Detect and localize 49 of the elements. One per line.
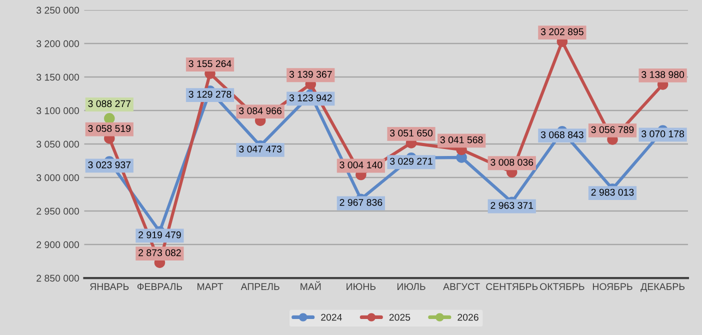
x-tick-label: ФЕВРАЛЬ — [137, 283, 182, 290]
legend-label: 2024 — [321, 314, 342, 321]
x-tick-label: МАЙ — [300, 281, 321, 290]
y-tick-label: 3 200 000 — [36, 40, 80, 48]
data-label: 3 155 264 — [188, 60, 232, 68]
y-tick-label: 3 150 000 — [36, 74, 80, 81]
data-label: 3 138 980 — [642, 71, 684, 78]
data-label: 3 084 966 — [239, 107, 282, 114]
data-label: 2 967 836 — [340, 198, 382, 206]
x-tick-label: СЕНТЯБРЬ — [486, 283, 538, 290]
y-tick-label: 2 900 000 — [36, 241, 80, 248]
data-label: 3 056 789 — [591, 126, 634, 134]
data-label: 3 070 178 — [642, 130, 684, 138]
data-label: 3 123 942 — [289, 94, 332, 102]
data-label: 3 068 843 — [540, 131, 584, 138]
data-label: 2 873 082 — [138, 249, 181, 256]
legend-label: 2025 — [389, 314, 410, 321]
data-label: 3 088 277 — [88, 100, 131, 108]
data-label: 3 047 473 — [239, 146, 282, 153]
y-tick-label: 3 100 000 — [36, 107, 80, 114]
x-tick-label: АВГУСТ — [443, 283, 480, 290]
x-tick-label: ЯНВАРЬ — [90, 283, 129, 290]
x-tick-label: ИЮНЬ — [346, 283, 376, 290]
data-label: 3 029 271 — [390, 158, 432, 165]
data-label: 3 041 568 — [440, 136, 483, 144]
x-tick-label: ДЕКАБРЬ — [640, 283, 685, 292]
data-label: 2 963 371 — [490, 202, 534, 209]
data-label: 3 004 140 — [340, 161, 382, 168]
x-tick-label: МАРТ — [198, 283, 224, 290]
data-label: 3 051 650 — [390, 130, 433, 137]
x-tick-label: АПРЕЛЬ — [240, 283, 280, 290]
data-label: 3 202 895 — [540, 28, 584, 36]
data-label: 3 008 036 — [490, 158, 534, 166]
data-label: 2 919 479 — [138, 231, 181, 238]
point — [104, 113, 115, 124]
data-label: 2 983 013 — [591, 188, 634, 196]
legend-label: 2026 — [458, 314, 478, 321]
y-tick-label: 2 950 000 — [36, 208, 80, 215]
data-label: 3 023 937 — [88, 161, 131, 168]
y-tick-label: 3 000 000 — [36, 174, 80, 182]
x-tick-label: НОЯБРЬ — [592, 283, 632, 290]
data-label: 3 129 278 — [188, 90, 232, 98]
x-tick-label: ИЮЛЬ — [397, 283, 426, 290]
y-tick-label: 3 050 000 — [36, 140, 80, 148]
y-tick-label: 3 250 000 — [36, 6, 80, 14]
y-tick-label: 2 850 000 — [36, 274, 80, 282]
data-label: 3 139 367 — [289, 70, 332, 78]
data-label: 3 058 519 — [88, 125, 131, 132]
x-tick-label: ОКТЯБРЬ — [540, 283, 584, 290]
